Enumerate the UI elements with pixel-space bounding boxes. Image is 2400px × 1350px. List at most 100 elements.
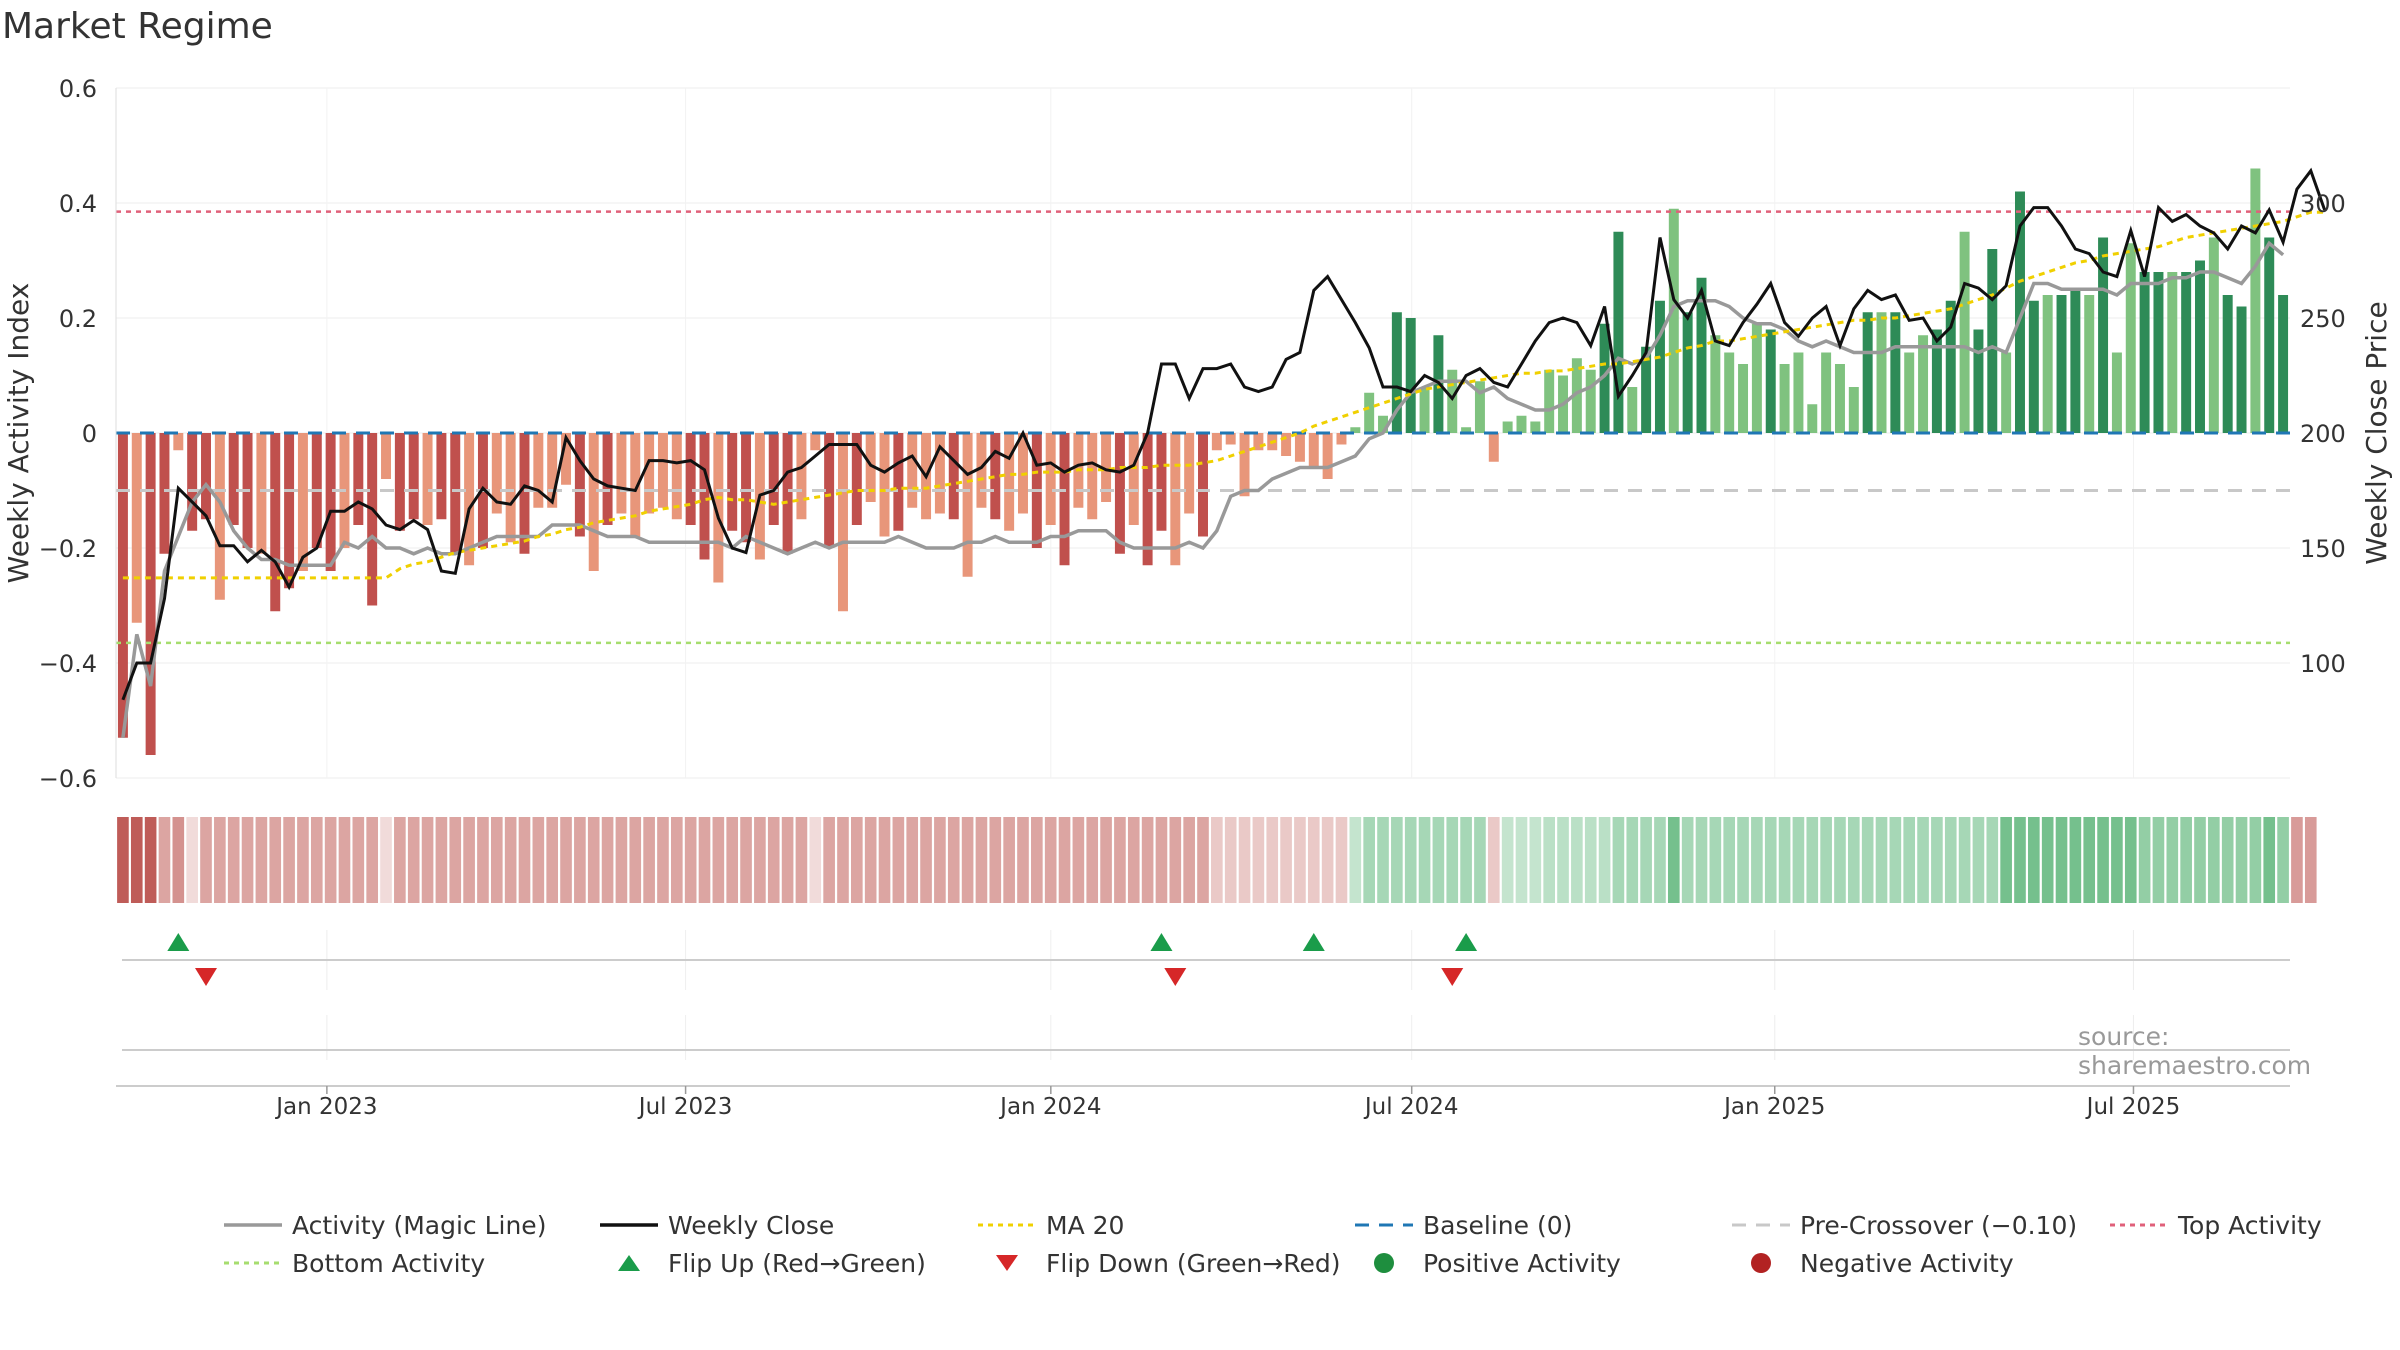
regime-cell-negative: [1169, 817, 1182, 903]
regime-cell-negative: [490, 817, 503, 903]
regime-cell-negative: [518, 817, 531, 903]
regime-cell-negative: [1155, 817, 1168, 903]
reference-lines: [116, 210, 2290, 645]
regime-cell-negative: [657, 817, 669, 903]
regime-cell-positive: [2235, 817, 2248, 903]
legend-label: Flip Down (Green→Red): [1046, 1248, 1341, 1278]
activity-bar-positive: [1516, 415, 1527, 433]
regime-cell-negative: [310, 817, 323, 903]
regime-cell-positive: [1931, 817, 1943, 903]
regime-cell-negative: [670, 817, 683, 903]
legend-label: Pre-Crossover (−0.10): [1800, 1210, 2078, 1240]
regime-cell-negative: [380, 817, 392, 903]
activity-bar-negative: [1142, 433, 1153, 566]
regime-cell-negative: [546, 817, 559, 903]
regime-cell-negative: [698, 817, 711, 903]
left-tick-label: −0.6: [39, 765, 97, 793]
activity-bar-positive: [1474, 381, 1485, 433]
regime-cell-positive: [1446, 817, 1459, 903]
activity-bar-negative: [782, 433, 793, 554]
activity-bar-negative: [117, 433, 128, 738]
activity-bar-negative: [353, 433, 364, 525]
activity-bar-positive: [1696, 277, 1707, 433]
regime-cell-negative: [504, 817, 517, 903]
weekly-close-line: [121, 167, 2327, 701]
activity-bar-positive: [2098, 237, 2109, 433]
activity-bar-negative: [436, 433, 447, 520]
activity-bar-positive: [1890, 312, 1901, 433]
regime-cell-negative: [227, 817, 240, 903]
activity-bar-negative: [1004, 433, 1015, 531]
activity-bar-negative: [1336, 433, 1347, 445]
regime-cell-negative: [601, 817, 614, 903]
flip-up-marker: [1150, 933, 1173, 951]
left-tick-label: −0.2: [39, 535, 97, 563]
activity-bar-positive: [1807, 404, 1818, 433]
activity-bar-negative: [547, 433, 558, 508]
regime-cell-positive: [2014, 817, 2026, 903]
legend-item-top-activity: Top Activity: [2108, 1210, 2322, 1240]
regime-cell-negative: [989, 817, 1002, 903]
activity-bar-positive: [1613, 231, 1624, 433]
regime-cell-negative: [1280, 817, 1292, 903]
activity-bar-negative: [145, 433, 156, 755]
line-swatch-icon: [1355, 1223, 1413, 1227]
regime-cell-positive: [1972, 817, 1985, 903]
activity-bar-negative: [284, 433, 295, 589]
regime-cell-negative: [1086, 817, 1099, 903]
regime-cell-positive: [2111, 817, 2123, 903]
regime-cell-negative: [463, 817, 475, 903]
regime-cell-negative: [144, 817, 157, 903]
regime-cell-positive: [1654, 817, 1666, 903]
regime-cell-negative: [255, 817, 268, 903]
flip-signal-panel: [122, 930, 2290, 1060]
regime-strip: [117, 817, 2317, 903]
activity-bar-positive: [1378, 415, 1388, 433]
activity-bar-positive: [1862, 312, 1873, 433]
regime-cell-negative: [754, 817, 766, 903]
regime-cell-positive: [1404, 817, 1417, 903]
regime-cell-positive: [1543, 817, 1555, 903]
regime-cell-positive: [1944, 817, 1957, 903]
regime-cell-negative: [449, 817, 462, 903]
activity-bar-positive: [1641, 346, 1652, 433]
regime-cell-positive: [1584, 817, 1597, 903]
activity-bar-negative: [1170, 433, 1181, 566]
regime-cell-negative: [352, 817, 365, 903]
regime-cell-negative: [726, 817, 739, 903]
flip-up-marker: [167, 933, 190, 951]
x-tick-label: Jul 2024: [1363, 1094, 1459, 1120]
activity-bar-positive: [2236, 306, 2247, 433]
activity-bar-negative: [1308, 433, 1319, 468]
activity-bar-positive: [1502, 421, 1513, 433]
line-swatch-icon: [224, 1261, 282, 1265]
activity-bar-positive: [1710, 335, 1721, 433]
activity-bar-negative: [934, 433, 945, 514]
activity-bar-positive: [1364, 392, 1375, 433]
triangle-up-icon: [618, 1255, 640, 1271]
regime-cell-positive: [1834, 817, 1846, 903]
regime-cell-negative: [795, 817, 808, 903]
regime-cell-positive: [2138, 817, 2151, 903]
regime-cell-positive: [2124, 817, 2137, 903]
regime-cell-positive: [1418, 817, 1431, 903]
activity-bar-positive: [2153, 272, 2164, 433]
axes: −0.6 −0.4 −0.2 0 0.2 0.4 0.6 100 150 200 250 300 Wee…: [2, 75, 2393, 793]
line-swatch-icon: [1732, 1223, 1790, 1227]
regime-cell-negative: [172, 817, 185, 903]
flip-up-marker: [1302, 933, 1325, 951]
activity-bar-negative: [574, 433, 585, 537]
regime-cell-positive: [1349, 817, 1362, 903]
activity-bar-negative: [1239, 433, 1250, 497]
regime-cell-negative: [781, 817, 794, 903]
activity-bar-positive: [1419, 387, 1430, 433]
regime-cell-negative: [532, 817, 545, 903]
activity-bar-positive: [2222, 295, 2233, 433]
flip-down-marker: [1164, 968, 1187, 986]
activity-bar-positive: [1987, 249, 1998, 433]
legend-label: Bottom Activity: [292, 1248, 486, 1278]
right-tick-label: 100: [2300, 650, 2346, 678]
activity-bar-negative: [616, 433, 627, 514]
activity-bar-positive: [1571, 358, 1582, 433]
